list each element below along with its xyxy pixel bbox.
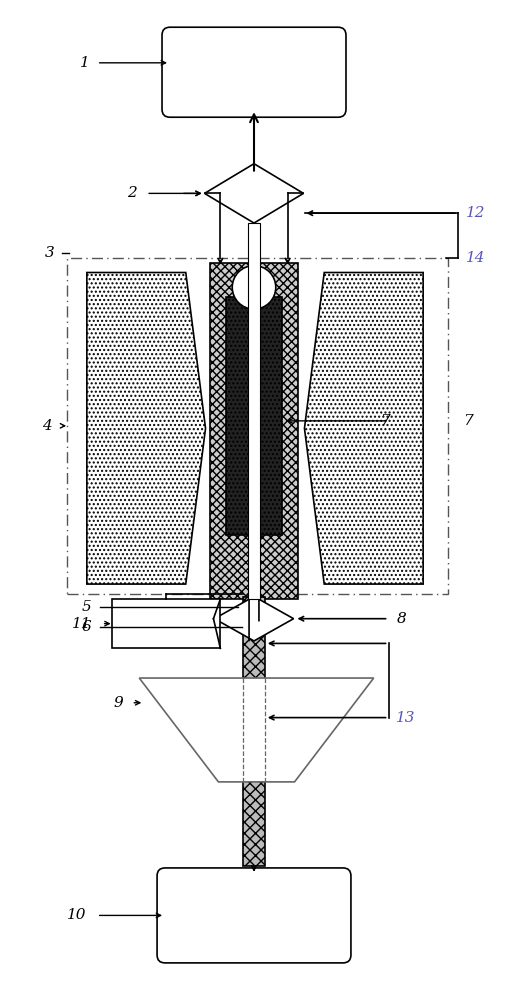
Text: 7: 7 [463,414,472,428]
Text: 1: 1 [80,56,90,70]
Text: 7: 7 [381,414,390,428]
Text: 9: 9 [114,696,124,710]
Bar [67,258,448,594]
Polygon shape [139,678,374,782]
Text: 14: 14 [466,251,485,265]
Circle shape [232,266,276,309]
Bar [211,263,298,599]
Text: 6: 6 [82,620,92,634]
Polygon shape [205,164,303,223]
Bar [111,599,220,648]
Polygon shape [87,273,206,584]
Text: 5: 5 [82,600,92,614]
Text: 13: 13 [397,711,416,725]
FancyBboxPatch shape [157,868,351,963]
Text: 10: 10 [67,908,87,922]
Polygon shape [304,273,423,584]
Bar [243,597,265,866]
Bar [248,223,260,599]
FancyBboxPatch shape [162,27,346,117]
Text: 12: 12 [466,206,485,220]
Text: 4: 4 [42,419,52,433]
Text: 2: 2 [128,186,137,200]
Text: 8: 8 [397,612,406,626]
Bar [227,297,281,535]
Polygon shape [214,596,294,641]
Text: 3: 3 [44,246,54,260]
Text: 11: 11 [72,617,92,631]
